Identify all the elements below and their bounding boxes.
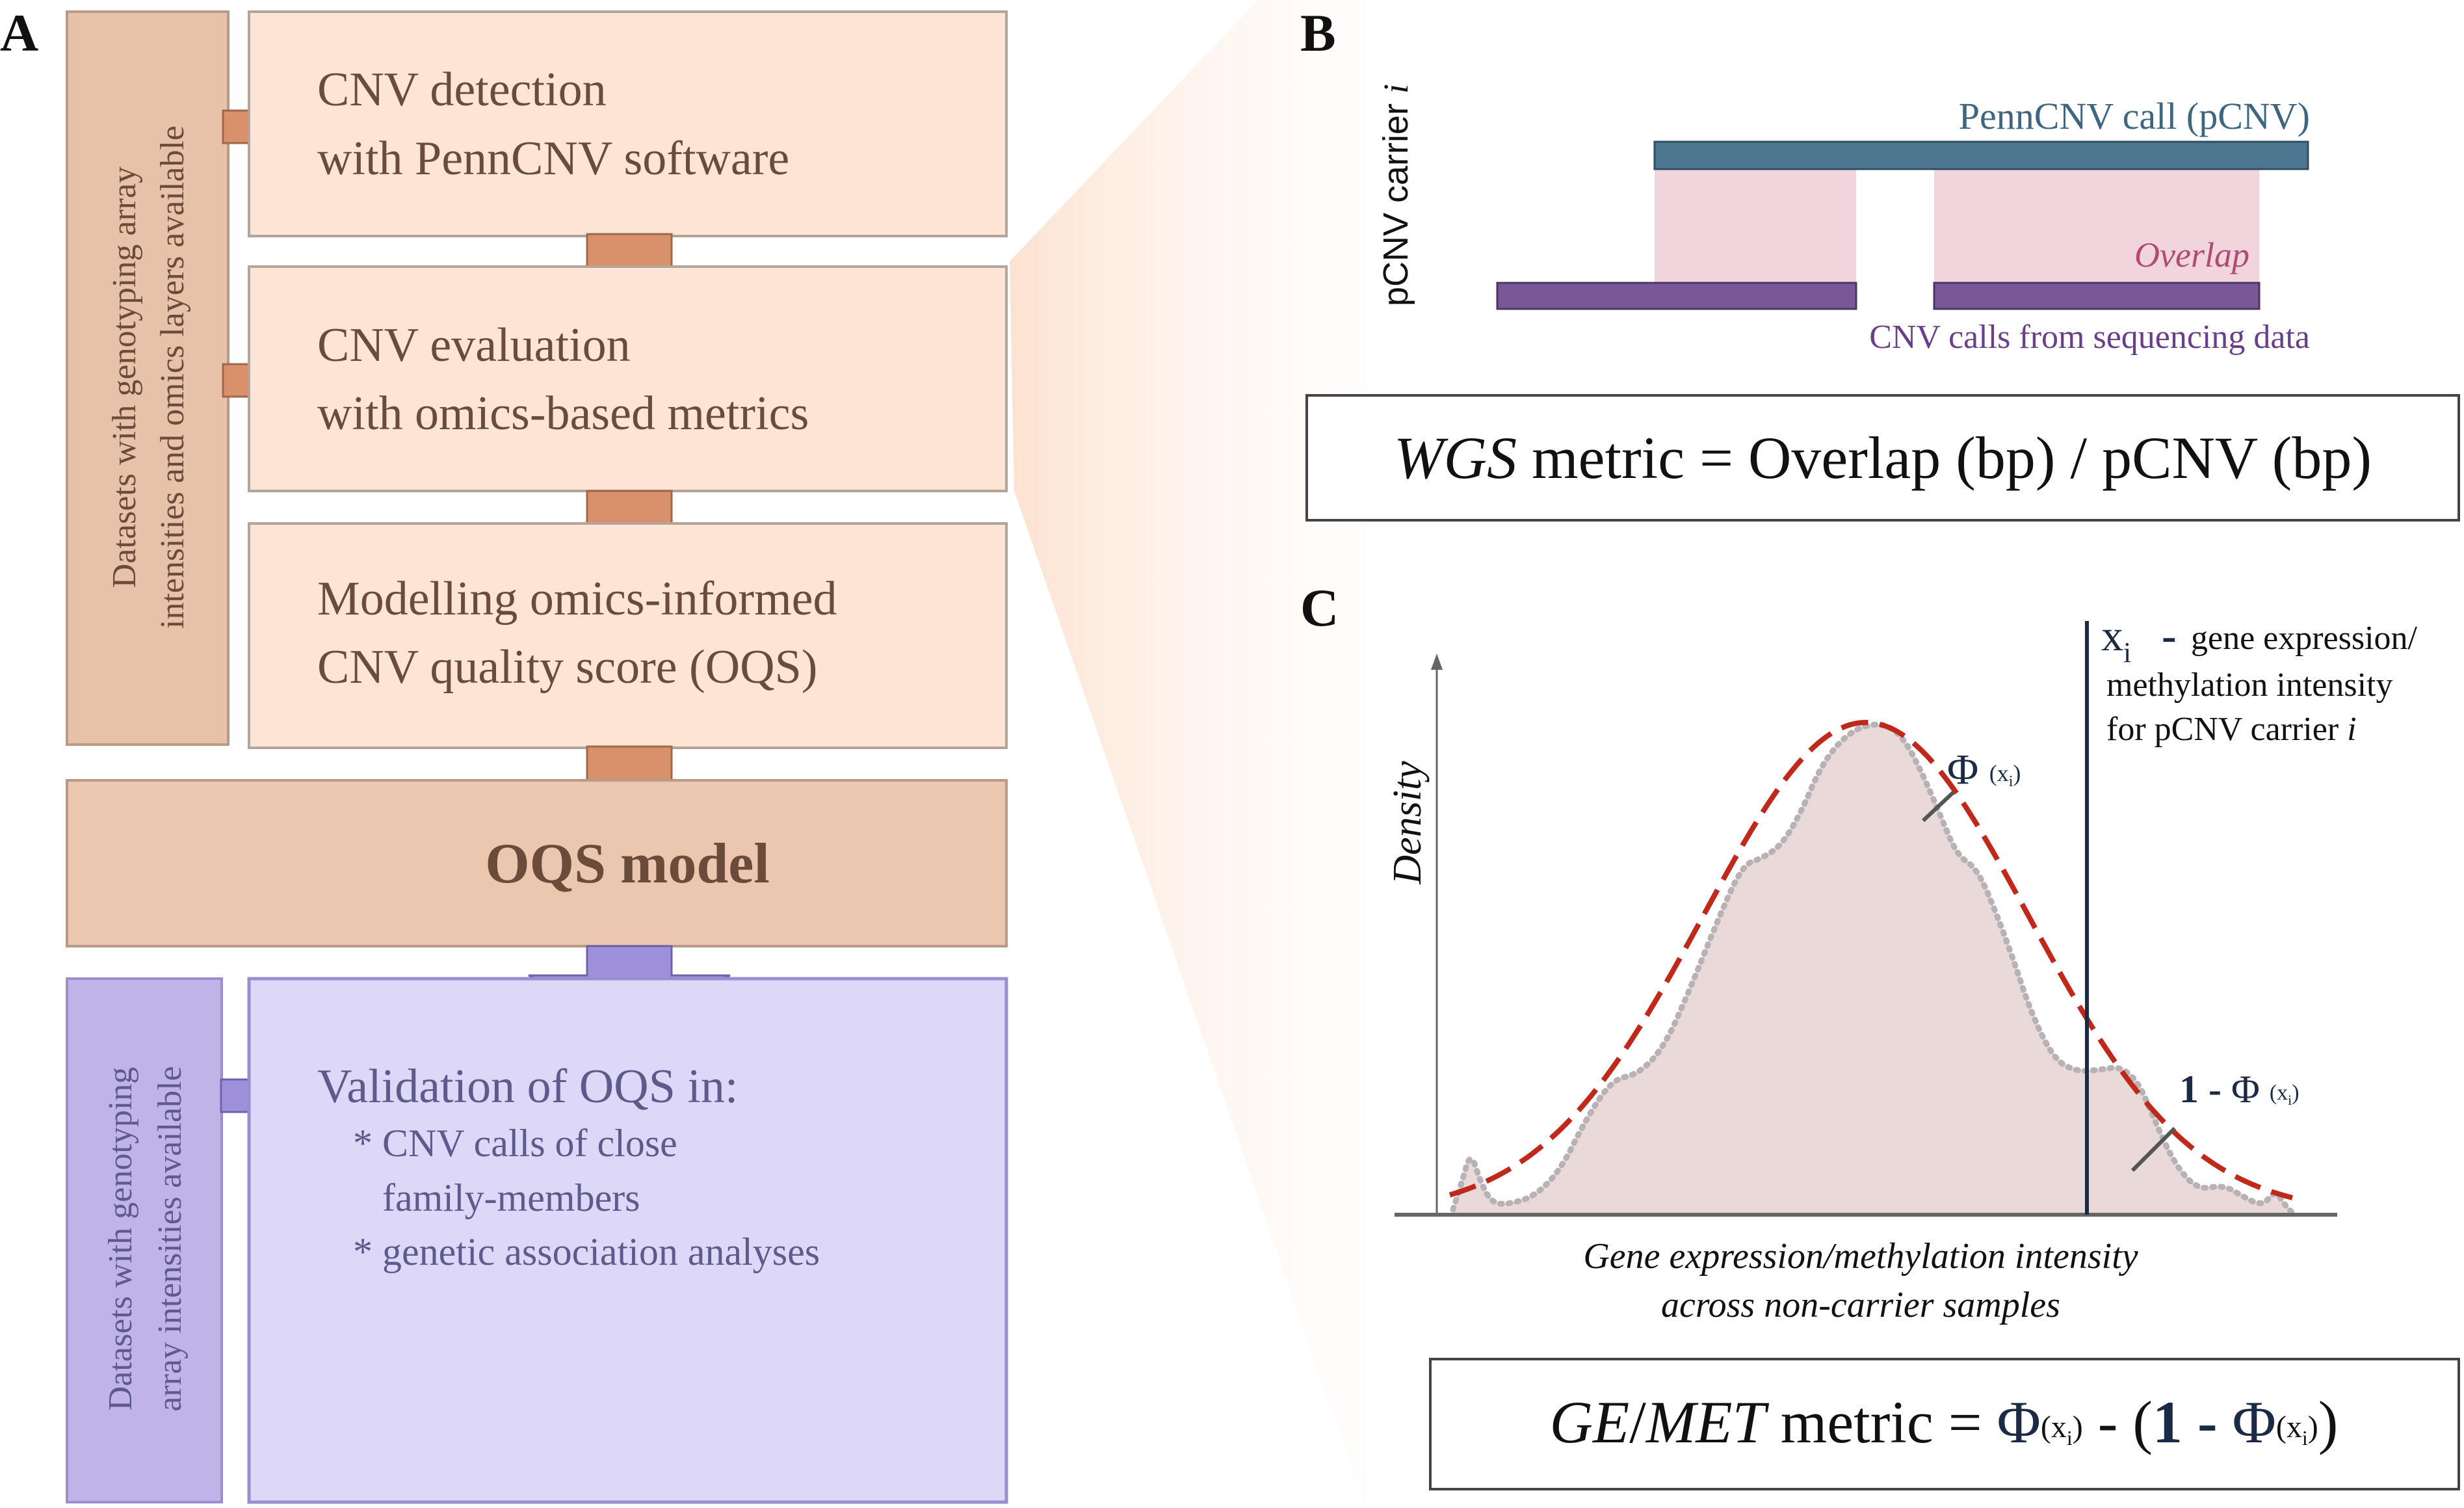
xi-symbol-sub: i [2123, 637, 2131, 668]
one-minus-phi-sub: i [2288, 1092, 2292, 1108]
xi-symbol: xi [2101, 611, 2131, 668]
xi-symbol-x: x [2101, 611, 2123, 660]
phi-annotation-open: (x [1989, 760, 2009, 786]
gemet-formula-phi2: Φ [2233, 1389, 2276, 1455]
gemet-formula: GE/MET metric = Φ(xi) - (1 - Φ(xi)) [1550, 1389, 2339, 1455]
xi-desc-line1: gene expression/ [2191, 620, 2418, 657]
side-label-bottom-line2: array intensities available [151, 1066, 189, 1411]
phi-annotation-symbol: Φ [1947, 746, 1978, 793]
gemet-formula-minus: - ( [2083, 1389, 2153, 1455]
overlap-region-1 [1655, 169, 1856, 283]
xi-desc-line2: methylation intensity [2106, 667, 2393, 704]
overlap-region-2 [1934, 169, 2259, 283]
carrier-label-text: pCNV carrier [1376, 103, 1415, 306]
side-label-top-line2: intensities and omics layers available [154, 126, 191, 629]
side-label-bottom-box [66, 977, 223, 1503]
gemet-formula-one-minus: 1 - [2153, 1389, 2233, 1455]
modelling-line2: CNV quality score (OQS) [317, 641, 817, 694]
gemet-formula-box [1429, 1358, 2460, 1490]
cnv-detection-line1: CNV detection [317, 63, 607, 116]
validation-item2: * genetic association analyses [353, 1230, 820, 1273]
gemet-formula-ge: GE [1550, 1389, 1630, 1455]
one-minus-phi-annotation: 1 - Φ (xi) [2179, 1068, 2300, 1111]
phi-tick [1921, 790, 1956, 823]
x-axis-label-line2: across non-carrier samples [1661, 1285, 2060, 1325]
validation-box [247, 977, 1008, 1504]
cnv-evaluation-line2: with omics-based metrics [317, 387, 809, 440]
cnv-evaluation-box [248, 265, 1008, 492]
one-minus-phi-tick [2130, 1126, 2177, 1172]
gemet-formula-phi2-sub: i [2302, 1426, 2308, 1449]
modelling-box [248, 522, 1008, 749]
zoom-wedge [1010, 0, 1365, 1508]
xi-desc-line3: for pCNV carrier i [2106, 711, 2357, 748]
one-minus-phi-symbol: Φ [2231, 1068, 2260, 1111]
gemet-formula-phi2-close: ) [2308, 1410, 2318, 1444]
panel-b-label: B [1300, 3, 1336, 62]
gemet-formula-phi1-open: (x [2041, 1410, 2067, 1444]
one-minus-phi-open: (x [2270, 1081, 2288, 1105]
oqs-model-box [66, 779, 1008, 947]
gemet-formula-met: MET [1645, 1389, 1770, 1455]
side-label-bottom-line1: Datasets with genotyping [102, 1067, 139, 1411]
xi-desc-line3-i: i [2347, 711, 2356, 748]
gemet-formula-phi1-sub: i [2067, 1426, 2073, 1449]
carrier-label-i: i [1376, 84, 1415, 94]
wgs-formula-rest: metric = Overlap (bp) / pCNV (bp) [1517, 425, 2372, 491]
y-axis-arrowhead [1431, 654, 1443, 670]
wgs-formula-italic: WGS [1394, 425, 1517, 491]
panel-a-label: A [0, 3, 38, 62]
validation-item1-line1: * CNV calls of close [353, 1122, 677, 1165]
penncnv-call-label: PennCNV call (pCNV) [1959, 95, 2310, 137]
gemet-formula-phi1-close: ) [2073, 1410, 2083, 1444]
xi-dash: - [2162, 611, 2177, 660]
normal-fit-curve [1448, 719, 2294, 1200]
validation-title: Validation of OQS in: [317, 1060, 738, 1113]
gemet-formula-phi2-open: (x [2276, 1410, 2302, 1444]
one-minus-phi-text: 1 - [2179, 1068, 2222, 1111]
phi-annotation-sub: i [2009, 773, 2013, 790]
xi-desc-line3-text: for pCNV carrier [2106, 711, 2339, 748]
density-fill [1453, 724, 2292, 1213]
wgs-formula-box [1305, 394, 2460, 522]
penncnv-call-bar [1653, 140, 2309, 170]
phi-annotation-close: ) [2013, 760, 2021, 786]
seq-cnv-bar-2 [1933, 282, 2261, 310]
modelling-line1: Modelling omics-informed [317, 572, 837, 626]
wgs-formula: WGS metric = Overlap (bp) / pCNV (bp) [1394, 425, 2372, 491]
cnv-detection-line2: with PennCNV software [317, 132, 789, 185]
cnv-evaluation-line1: CNV evaluation [317, 319, 631, 372]
phi-annotation: Φ (xi) [1947, 746, 2021, 793]
seq-cnv-bar-1 [1496, 282, 1857, 310]
seq-cnv-label: CNV calls from sequencing data [1869, 319, 2310, 356]
side-label-top-box [66, 10, 229, 746]
x-axis-label-line1: Gene expression/methylation intensity [1583, 1236, 2138, 1277]
panel-c-label: C [1300, 578, 1339, 637]
gemet-formula-rest: metric = [1766, 1389, 1997, 1455]
gemet-formula-phi1: Φ [1997, 1389, 2041, 1455]
overlap-label: Overlap [2134, 235, 2249, 274]
gemet-formula-close: ) [2318, 1389, 2339, 1455]
y-axis-label: Density [1385, 761, 1430, 885]
side-label-top-line1: Datasets with genotyping array [106, 166, 143, 588]
cnv-detection-box [248, 10, 1008, 237]
oqs-model-label: OQS model [485, 832, 770, 895]
carrier-label: pCNV carrier i [1376, 84, 1415, 306]
validation-item1-line2: family-members [382, 1176, 640, 1219]
gemet-formula-slash: / [1629, 1389, 1646, 1455]
one-minus-phi-close: ) [2292, 1081, 2299, 1105]
